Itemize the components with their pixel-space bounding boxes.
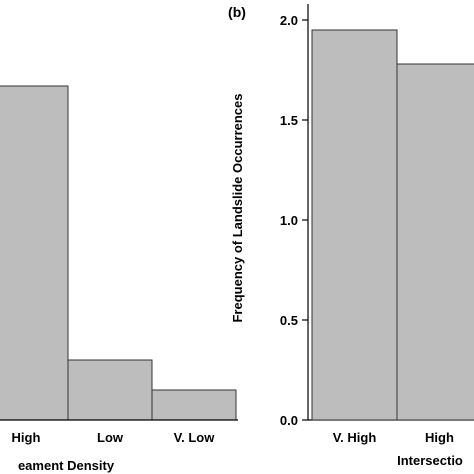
panel-a-bar-2 bbox=[67, 359, 153, 421]
panel-a-bars bbox=[0, 85, 237, 421]
panel-b-y-tick-label: 0.0 bbox=[280, 413, 298, 428]
panel-a-x-tick-label: V. Low bbox=[174, 430, 216, 445]
panel-b-y-tick-label: 0.5 bbox=[280, 313, 298, 328]
panel-b-y-tick-label: 2.0 bbox=[280, 13, 298, 28]
panel-b-x-axis-label: Intersectio bbox=[397, 453, 463, 468]
panel-b-label: (b) bbox=[228, 4, 246, 20]
panel-b-y-ticks: 0.0 0.5 1.0 1.5 2.0 bbox=[280, 13, 308, 428]
panel-b-x-tick-labels: V. High High bbox=[333, 430, 454, 445]
panel-a-x-tick-label: Low bbox=[97, 430, 124, 445]
panel-b: (b) Frequency of Landslide Occurrences 0… bbox=[228, 4, 474, 468]
panel-a-x-tick-labels: High Low V. Low bbox=[12, 430, 216, 445]
panel-a-bar-3 bbox=[151, 389, 237, 421]
panel-b-x-tick-label: V. High bbox=[333, 430, 377, 445]
panel-b-bar-1 bbox=[311, 29, 398, 421]
panel-a: High Low V. Low eament Density bbox=[0, 85, 238, 473]
panel-b-y-axis-label: Frequency of Landslide Occurrences bbox=[230, 93, 245, 322]
panel-b-bar-2 bbox=[396, 63, 474, 421]
panel-b-bars bbox=[311, 29, 474, 421]
panel-a-x-tick-label: High bbox=[12, 430, 41, 445]
panel-b-y-tick-label: 1.0 bbox=[280, 213, 298, 228]
panel-a-x-axis-label: eament Density bbox=[18, 458, 115, 473]
panel-b-x-tick-label: High bbox=[425, 430, 454, 445]
panel-a-bar-1 bbox=[0, 85, 69, 421]
panel-b-y-tick-label: 1.5 bbox=[280, 113, 298, 128]
